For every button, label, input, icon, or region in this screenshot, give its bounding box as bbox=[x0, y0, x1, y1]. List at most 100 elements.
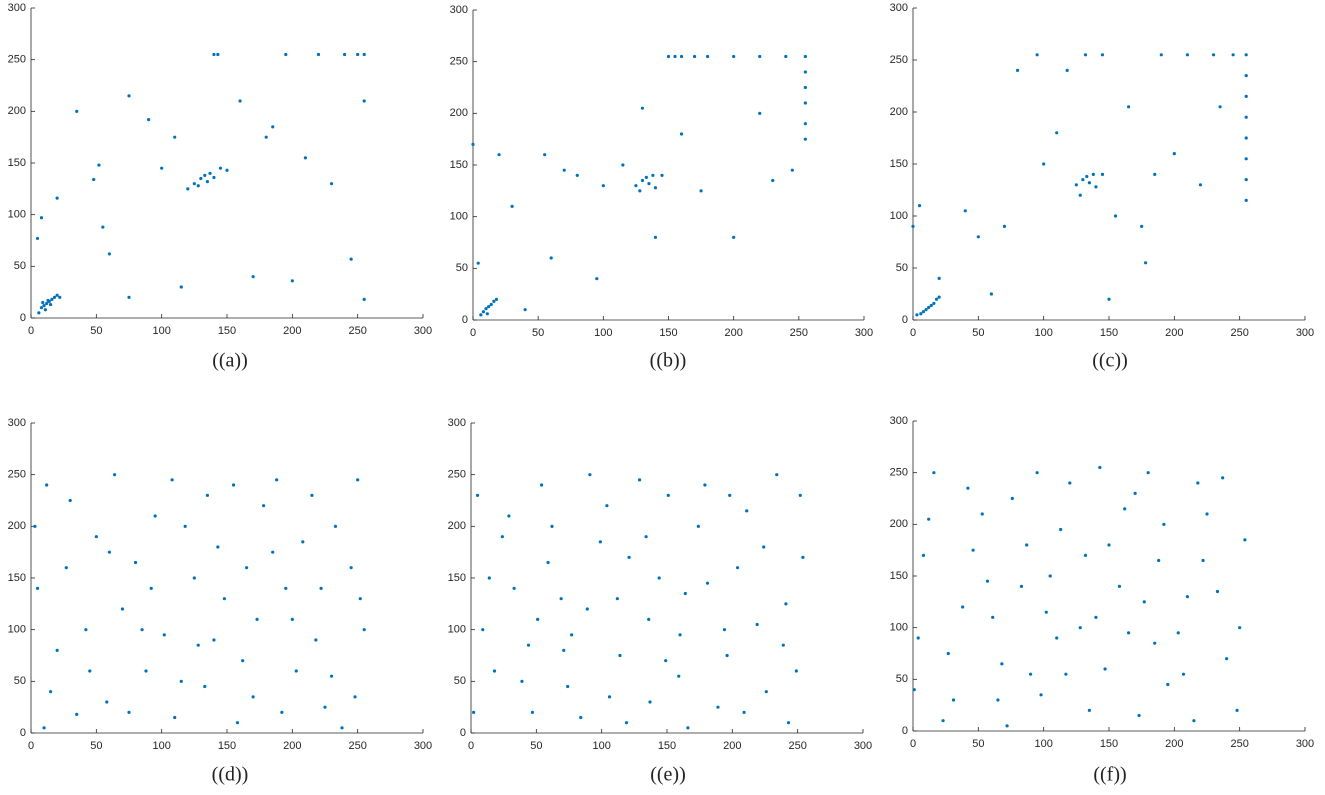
point bbox=[231, 483, 236, 487]
point bbox=[170, 478, 174, 482]
y-tick-label: 50 bbox=[896, 673, 908, 685]
x-tick-label: 50 bbox=[90, 740, 102, 752]
point bbox=[755, 622, 759, 627]
point bbox=[343, 52, 347, 57]
point bbox=[1068, 481, 1072, 485]
point bbox=[1039, 693, 1043, 697]
y-tick-label: 200 bbox=[8, 105, 26, 117]
point bbox=[1044, 610, 1048, 614]
point bbox=[601, 184, 605, 188]
point bbox=[33, 524, 37, 528]
point bbox=[349, 257, 353, 261]
point bbox=[915, 313, 919, 317]
point bbox=[329, 674, 334, 678]
point bbox=[75, 109, 79, 113]
y-tick-label: 250 bbox=[8, 54, 26, 66]
point bbox=[84, 628, 88, 632]
point bbox=[924, 308, 928, 312]
point bbox=[1048, 574, 1052, 578]
point bbox=[937, 276, 941, 280]
point bbox=[934, 297, 939, 301]
point bbox=[523, 308, 527, 312]
caption: ((f)) bbox=[1093, 764, 1126, 786]
point bbox=[550, 524, 554, 528]
x-tick-label: 0 bbox=[470, 327, 476, 339]
x-tick-label: 300 bbox=[1296, 327, 1314, 339]
point bbox=[203, 684, 207, 689]
point bbox=[1244, 157, 1248, 161]
point bbox=[192, 576, 196, 580]
y-tick-label: 150 bbox=[890, 158, 908, 170]
x-tick-label: 250 bbox=[790, 327, 808, 339]
point bbox=[686, 726, 690, 730]
point bbox=[1015, 68, 1020, 72]
point bbox=[1221, 476, 1225, 480]
point bbox=[492, 299, 496, 303]
point bbox=[1133, 491, 1137, 495]
point bbox=[801, 555, 805, 559]
point bbox=[356, 52, 360, 57]
point bbox=[1235, 708, 1239, 712]
y-tick-label: 250 bbox=[448, 469, 466, 481]
point bbox=[929, 303, 933, 308]
point bbox=[621, 163, 625, 167]
point bbox=[1198, 183, 1203, 187]
point bbox=[976, 235, 980, 239]
point bbox=[147, 118, 151, 122]
point bbox=[55, 196, 59, 200]
x-tick-label: 150 bbox=[659, 327, 677, 339]
point bbox=[951, 698, 956, 702]
point bbox=[917, 204, 922, 208]
point bbox=[144, 669, 148, 673]
caption: ((c)) bbox=[1092, 350, 1128, 372]
point bbox=[1074, 183, 1078, 187]
point bbox=[1146, 471, 1150, 475]
point bbox=[627, 555, 631, 559]
point bbox=[329, 182, 334, 186]
point bbox=[1244, 178, 1248, 182]
point bbox=[275, 478, 279, 482]
point bbox=[153, 514, 157, 518]
point bbox=[1140, 224, 1144, 228]
point bbox=[640, 178, 645, 183]
point bbox=[699, 189, 703, 193]
point bbox=[105, 700, 109, 704]
point bbox=[1215, 589, 1220, 594]
point bbox=[1094, 185, 1098, 189]
point bbox=[37, 311, 41, 315]
point bbox=[216, 545, 220, 549]
point bbox=[356, 478, 360, 482]
point bbox=[1113, 214, 1118, 218]
point bbox=[212, 638, 216, 642]
point bbox=[1065, 68, 1069, 72]
point bbox=[358, 597, 362, 601]
point bbox=[673, 54, 677, 59]
point bbox=[595, 277, 599, 281]
point bbox=[536, 617, 540, 621]
point bbox=[1244, 198, 1248, 202]
point bbox=[1127, 631, 1131, 635]
x-tick-label: 0 bbox=[910, 738, 916, 750]
point bbox=[771, 178, 775, 183]
point bbox=[208, 171, 212, 175]
point bbox=[290, 617, 294, 621]
point bbox=[222, 597, 226, 601]
point bbox=[271, 125, 275, 129]
point bbox=[196, 643, 200, 647]
y-tick-label: 50 bbox=[14, 260, 26, 272]
point bbox=[1107, 543, 1111, 547]
point bbox=[212, 52, 216, 57]
point bbox=[349, 566, 353, 570]
point bbox=[133, 560, 138, 565]
point bbox=[94, 535, 98, 539]
x-tick-label: 50 bbox=[972, 738, 984, 750]
point bbox=[549, 256, 553, 260]
point bbox=[638, 189, 642, 193]
point bbox=[762, 545, 766, 549]
x-tick-label: 150 bbox=[1100, 738, 1118, 750]
point bbox=[971, 548, 975, 552]
point bbox=[471, 142, 475, 146]
point bbox=[127, 94, 131, 98]
point bbox=[963, 209, 967, 213]
